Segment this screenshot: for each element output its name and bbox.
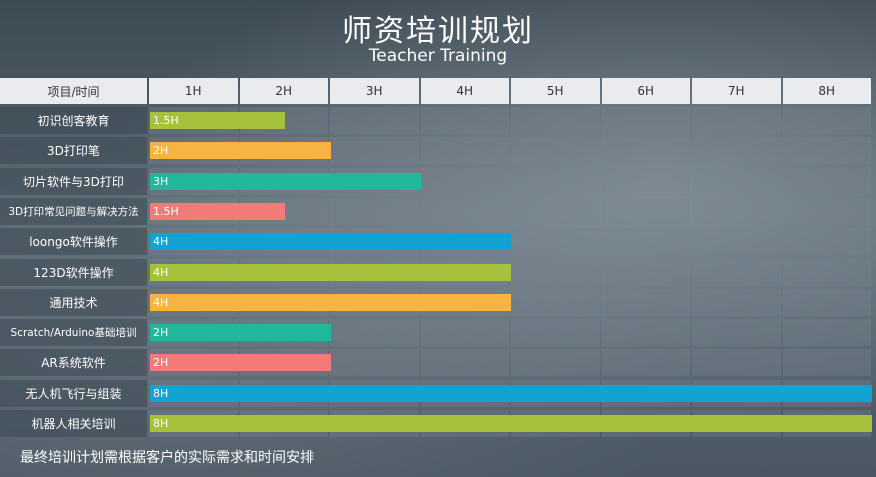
grid-cell (782, 349, 871, 377)
column-header-1h: 1H (149, 78, 238, 104)
grid-cell (782, 107, 871, 134)
row-label: 机器人相关培训 (0, 410, 147, 437)
grid-cell (511, 319, 600, 347)
grid-cell (511, 167, 600, 195)
grid-cell (782, 197, 871, 225)
grid-cell (692, 167, 781, 195)
row-label: Scratch/Arduino基础培训 (0, 319, 147, 347)
grid-cell (692, 107, 781, 134)
grid-cell (601, 137, 690, 165)
bar-value-label: 4H (153, 265, 169, 279)
grid-cell (420, 137, 509, 165)
grid-cell (692, 137, 781, 165)
grid-cell (330, 107, 419, 134)
grid-cell (782, 167, 871, 195)
grid-cell (420, 197, 509, 225)
bar-value-label: 8H (153, 417, 169, 430)
grid-cell (782, 319, 871, 347)
grid-cell (511, 258, 600, 286)
bar-value-label: 4H (153, 295, 169, 309)
bar-5: 4H (150, 233, 511, 251)
row-label: 切片软件与3D打印 (0, 167, 147, 195)
grid-cell (330, 319, 419, 347)
grid-cell (782, 258, 871, 286)
grid-cell (782, 137, 871, 165)
bar-7: 4H (150, 293, 511, 311)
column-header-3h: 3H (330, 78, 419, 104)
grid-cell (511, 107, 600, 134)
grid-cell (330, 137, 419, 165)
bar-value-label: 4H (153, 235, 169, 249)
column-header-2h: 2H (239, 78, 328, 104)
bar-2: 2H (150, 142, 331, 160)
row-label: 通用技术 (0, 288, 147, 316)
grid-cell (511, 197, 600, 225)
grid-cell (601, 288, 690, 316)
bar-9: 2H (150, 354, 331, 372)
bar-value-label: 2H (153, 144, 169, 158)
bar-value-label: 1.5H (153, 114, 179, 127)
column-header-8h: 8H (782, 78, 871, 104)
bar-1: 1.5H (150, 112, 286, 129)
bar-value-label: 8H (153, 386, 169, 400)
grid-cell (601, 197, 690, 225)
grid-cell (601, 228, 690, 256)
grid-cell (601, 258, 690, 286)
grid-cell (692, 258, 781, 286)
grid-cell (511, 228, 600, 256)
grid-cell (330, 349, 419, 377)
column-header-4h: 4H (420, 78, 509, 104)
grid-cell (601, 167, 690, 195)
bar-6: 4H (150, 263, 511, 281)
row-label: 初识创客教育 (0, 107, 147, 134)
bar-11: 8H (150, 415, 872, 432)
grid-cell (511, 349, 600, 377)
chart-subtitle: Teacher Training (368, 46, 508, 66)
grid-cell (420, 107, 509, 134)
grid-cell (420, 349, 509, 377)
grid-cell (330, 197, 419, 225)
bar-4: 1.5H (150, 202, 286, 220)
bar-10: 8H (150, 384, 872, 402)
row-label: 3D打印笔 (0, 137, 147, 165)
column-header-7h: 7H (692, 78, 781, 104)
bar-3: 3H (150, 172, 421, 190)
grid-cell (601, 107, 690, 134)
grid-cell (692, 197, 781, 225)
grid-cell (692, 349, 781, 377)
bar-value-label: 1.5H (153, 204, 179, 218)
bar-8: 2H (150, 324, 331, 342)
table-header: 项目/时间 1H 2H 3H 4H 5H 6H 7H 8H (0, 78, 876, 104)
grid-cell (782, 228, 871, 256)
chart-title: 师资培训规划 (342, 14, 534, 49)
column-header-6h: 6H (601, 78, 690, 104)
footnote: 最终培训计划需根据客户的实际需求和时间安排 (20, 450, 314, 466)
bar-value-label: 3H (153, 174, 169, 188)
row-label: AR系统软件 (0, 349, 147, 377)
row-label: 无人机飞行与组装 (0, 379, 147, 407)
bar-value-label: 2H (153, 356, 169, 370)
grid-cell (511, 137, 600, 165)
grid-cell (601, 349, 690, 377)
row-label: 123D软件操作 (0, 258, 147, 286)
column-header-5h: 5H (511, 78, 600, 104)
grid-cell (601, 319, 690, 347)
bar-value-label: 2H (153, 326, 169, 340)
row-label: loongo软件操作 (0, 228, 147, 256)
corner-header: 项目/时间 (0, 78, 147, 104)
grid-cell (782, 288, 871, 316)
grid-cell (420, 167, 509, 195)
grid-cell (692, 319, 781, 347)
grid-cell (511, 288, 600, 316)
grid-cell (420, 319, 509, 347)
grid-cell (692, 288, 781, 316)
row-label: 3D打印常见问题与解决方法 (0, 197, 147, 225)
grid-cell (692, 228, 781, 256)
